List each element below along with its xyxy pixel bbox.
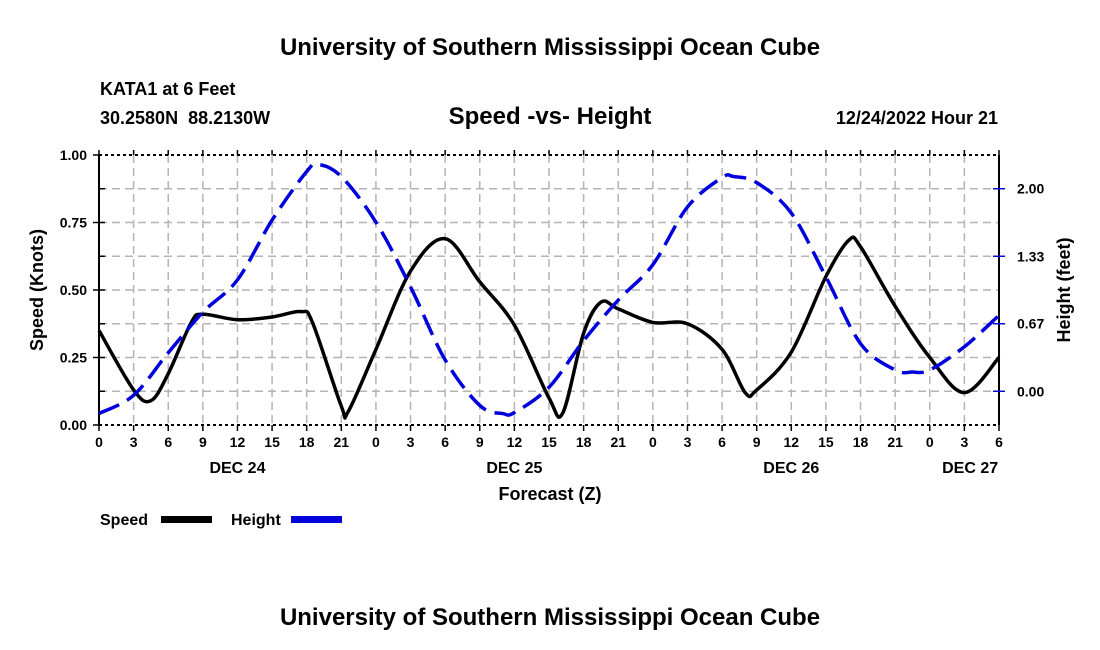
y2-tick-label: 1.33 (1017, 248, 1044, 264)
coordinates-label: 30.2580N 88.2130W (100, 108, 270, 128)
date-label: DEC 26 (763, 460, 819, 477)
x-tick-label: 18 (576, 434, 592, 450)
y2-tick-label: 0.67 (1017, 316, 1044, 332)
axes (93, 150, 1005, 431)
x-tick-label: 15 (264, 434, 280, 450)
x-tick-label: 3 (684, 434, 692, 450)
x-tick-label: 0 (95, 434, 103, 450)
height-series-line (98, 162, 1001, 417)
y-tick-label: 0.75 (60, 215, 87, 231)
x-tick-label: 3 (407, 434, 415, 450)
x-tick-label: 9 (476, 434, 484, 450)
legend-speed-swatch (161, 516, 212, 523)
date-label: DEC 27 (942, 460, 998, 477)
x-tick-label: 21 (610, 434, 626, 450)
speed-series-line (97, 235, 1001, 420)
x-tick-label: 6 (441, 434, 449, 450)
legend-height-swatch (291, 516, 342, 523)
legend: Speed Height (100, 512, 342, 529)
chart-title: Speed -vs- Height (449, 103, 652, 130)
page-title: University of Southern Mississippi Ocean… (280, 34, 820, 61)
tick-labels: 0 3 6 9 12 15 18 21 0 3 6 9 12 15 18 21 0 3 6 9 12 15 18 21 0 3 6 D… (60, 147, 1045, 477)
x-tick-label: 3 (960, 434, 968, 450)
x-tick-label: 18 (853, 434, 869, 450)
x-axis-label: Forecast (Z) (498, 484, 601, 504)
x-tick-label: 6 (995, 434, 1003, 450)
y-tick-label: 1.00 (60, 147, 87, 163)
forecast-datetime: 12/24/2022 Hour 21 (836, 108, 998, 128)
x-tick-label: 0 (372, 434, 380, 450)
date-label: DEC 24 (209, 460, 265, 477)
x-tick-label: 6 (164, 434, 172, 450)
series-lines (97, 162, 1001, 420)
legend-speed-label: Speed (100, 512, 148, 529)
x-tick-label: 9 (199, 434, 207, 450)
x-tick-label: 21 (334, 434, 350, 450)
x-tick-label: 21 (887, 434, 903, 450)
y-tick-label: 0.25 (60, 350, 87, 366)
x-tick-label: 9 (753, 434, 761, 450)
y2-axis-label: Height (feet) (1054, 238, 1074, 343)
y-tick-label: 0.50 (60, 282, 87, 298)
x-tick-label: 12 (230, 434, 246, 450)
x-tick-label: 3 (130, 434, 138, 450)
footer-title: University of Southern Mississippi Ocean… (280, 604, 820, 631)
x-tick-label: 18 (299, 434, 315, 450)
x-tick-label: 12 (784, 434, 800, 450)
y-tick-label: 0.00 (60, 417, 87, 433)
legend-height-label: Height (231, 512, 281, 529)
x-tick-label: 12 (507, 434, 523, 450)
x-tick-label: 0 (926, 434, 934, 450)
x-tick-label: 6 (718, 434, 726, 450)
y2-tick-label: 0.00 (1017, 383, 1044, 399)
grid-lines (99, 155, 999, 425)
x-tick-label: 0 (649, 434, 657, 450)
x-tick-label: 15 (541, 434, 557, 450)
date-label: DEC 25 (486, 460, 542, 477)
y2-tick-label: 2.00 (1017, 181, 1044, 197)
y-axis-label: Speed (Knots) (27, 229, 47, 351)
station-label: KATA1 at 6 Feet (100, 79, 235, 99)
x-tick-label: 15 (818, 434, 834, 450)
